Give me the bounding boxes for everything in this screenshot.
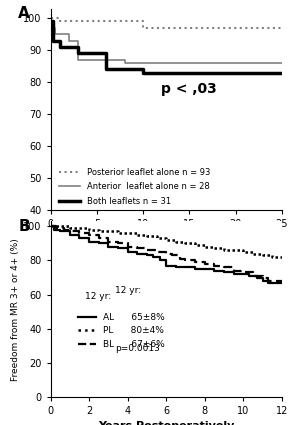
- Text: A: A: [18, 6, 30, 22]
- Legend: AL      65±8%, PL      80±4%, BL      67±6%: AL 65±8%, PL 80±4%, BL 67±6%: [78, 313, 165, 349]
- Legend: Posterior leaflet alone n = 93, Anterior  leaflet alone n = 28, Both leaflets n : Posterior leaflet alone n = 93, Anterior…: [59, 167, 210, 206]
- Text: p < ,03: p < ,03: [162, 82, 217, 96]
- Text: p=0.0013: p=0.0013: [115, 344, 160, 354]
- Text: 12 yr:: 12 yr:: [85, 292, 111, 300]
- Text: B: B: [18, 219, 30, 234]
- Text: 12 yr:: 12 yr:: [115, 286, 141, 295]
- Y-axis label: Freedom from MR 3+ or 4+ (%): Freedom from MR 3+ or 4+ (%): [11, 238, 21, 380]
- X-axis label: Years Postoperatively: Years Postoperatively: [98, 421, 234, 425]
